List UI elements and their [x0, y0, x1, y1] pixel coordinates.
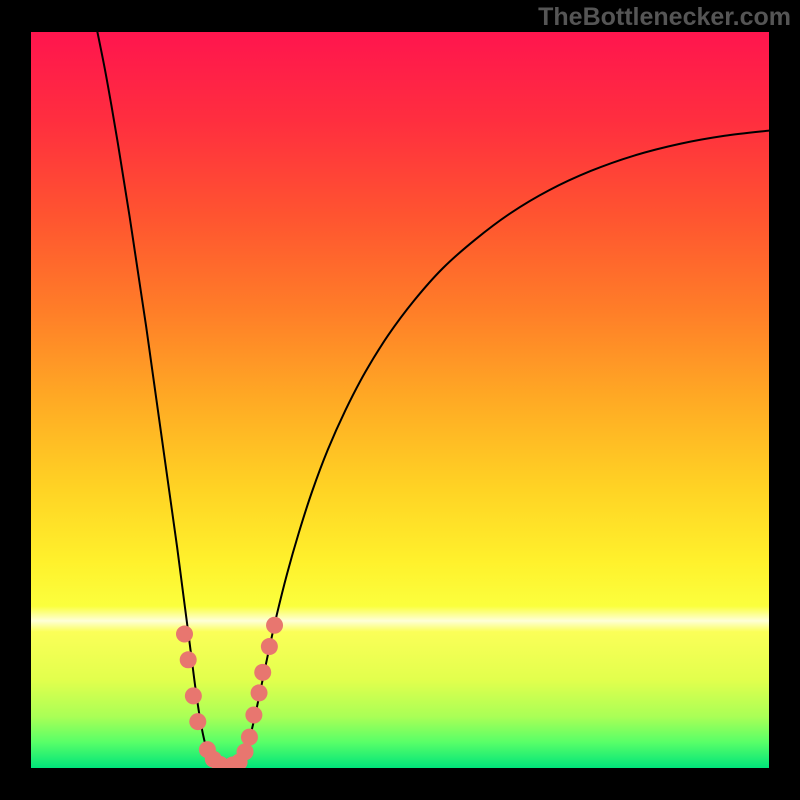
chart-svg: [31, 32, 769, 768]
data-marker: [251, 684, 268, 701]
data-marker: [241, 729, 258, 746]
gradient-background: [31, 32, 769, 768]
data-marker: [261, 638, 278, 655]
watermark-text: TheBottlenecker.com: [538, 3, 791, 32]
data-marker: [185, 687, 202, 704]
data-marker: [266, 617, 283, 634]
data-marker: [254, 664, 271, 681]
data-marker: [180, 651, 197, 668]
plot-area: [31, 32, 769, 768]
data-marker: [245, 707, 262, 724]
data-marker: [237, 743, 254, 760]
data-marker: [176, 626, 193, 643]
data-marker: [189, 713, 206, 730]
